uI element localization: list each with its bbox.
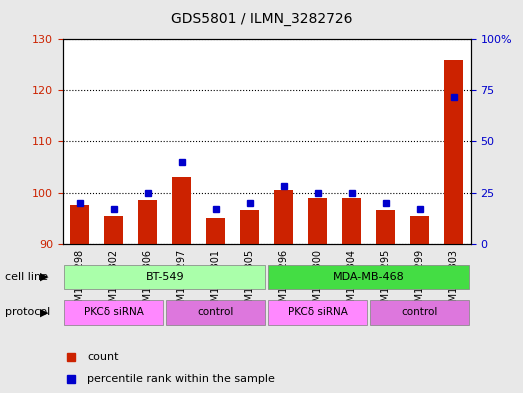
Bar [173, 177, 191, 244]
Text: count: count [87, 352, 119, 362]
Bar [105, 215, 123, 244]
Bar [139, 200, 157, 244]
Text: cell line: cell line [5, 272, 48, 282]
Text: control: control [198, 307, 234, 318]
Bar [207, 218, 225, 244]
Text: BT-549: BT-549 [145, 272, 184, 282]
Bar [241, 210, 259, 244]
Text: PKCδ siRNA: PKCδ siRNA [288, 307, 348, 318]
Bar [71, 205, 89, 244]
Text: PKCδ siRNA: PKCδ siRNA [84, 307, 144, 318]
Bar [377, 210, 395, 244]
FancyBboxPatch shape [370, 300, 469, 325]
FancyBboxPatch shape [268, 300, 367, 325]
Text: ▶: ▶ [40, 272, 49, 282]
Bar [445, 60, 463, 244]
FancyBboxPatch shape [166, 300, 265, 325]
FancyBboxPatch shape [64, 300, 163, 325]
Bar [411, 215, 429, 244]
Bar [309, 198, 327, 244]
Text: percentile rank within the sample: percentile rank within the sample [87, 374, 275, 384]
FancyBboxPatch shape [64, 265, 265, 289]
Bar [275, 190, 293, 244]
Text: ▶: ▶ [40, 307, 49, 318]
Text: protocol: protocol [5, 307, 51, 318]
Text: control: control [402, 307, 438, 318]
Bar [343, 198, 361, 244]
FancyBboxPatch shape [268, 265, 469, 289]
Text: MDA-MB-468: MDA-MB-468 [333, 272, 405, 282]
Text: GDS5801 / ILMN_3282726: GDS5801 / ILMN_3282726 [170, 12, 353, 26]
